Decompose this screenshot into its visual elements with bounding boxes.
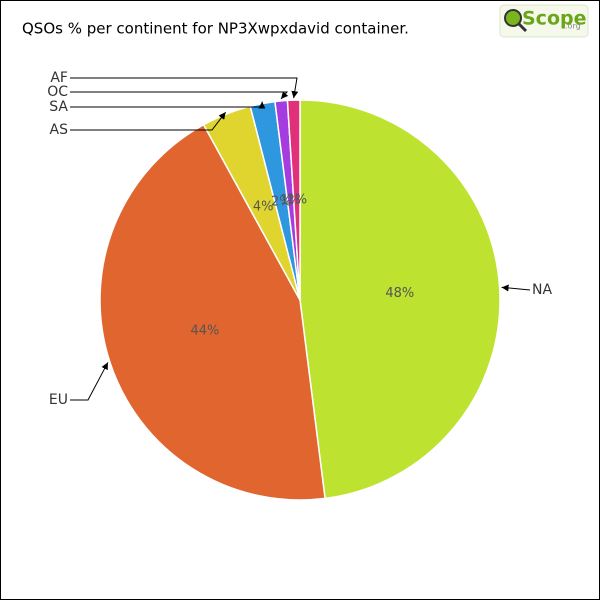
pie-slice	[299, 99, 501, 500]
leader-line	[70, 91, 289, 100]
leader-line	[70, 111, 227, 131]
chart-title: QSOs % per continent for NP3Xwpxdavid co…	[22, 20, 409, 38]
value-label: 1%	[287, 193, 308, 208]
logo-text: Scope	[522, 8, 587, 30]
value-label: 44%	[190, 323, 219, 338]
leader-line	[70, 77, 299, 99]
category-label: OC	[47, 84, 68, 100]
value-label: 2%	[271, 194, 292, 209]
category-label: AS	[50, 122, 69, 138]
category-label: AF	[50, 70, 68, 86]
pie-slice	[99, 123, 326, 501]
category-label: EU	[49, 392, 68, 408]
logo-icon	[504, 9, 522, 27]
category-label: SA	[49, 99, 68, 115]
value-label: 4%	[253, 200, 274, 215]
logo: Scope .org	[499, 4, 589, 38]
pie-slice	[286, 99, 301, 301]
leader-line	[70, 362, 109, 401]
value-label: 48%	[385, 286, 414, 301]
leader-line	[501, 284, 531, 292]
logo-suffix: .org	[565, 22, 581, 31]
category-label: NA	[532, 282, 552, 298]
leader-line	[70, 101, 266, 109]
value-label: 1%	[280, 193, 301, 208]
logo-handle	[517, 22, 528, 33]
